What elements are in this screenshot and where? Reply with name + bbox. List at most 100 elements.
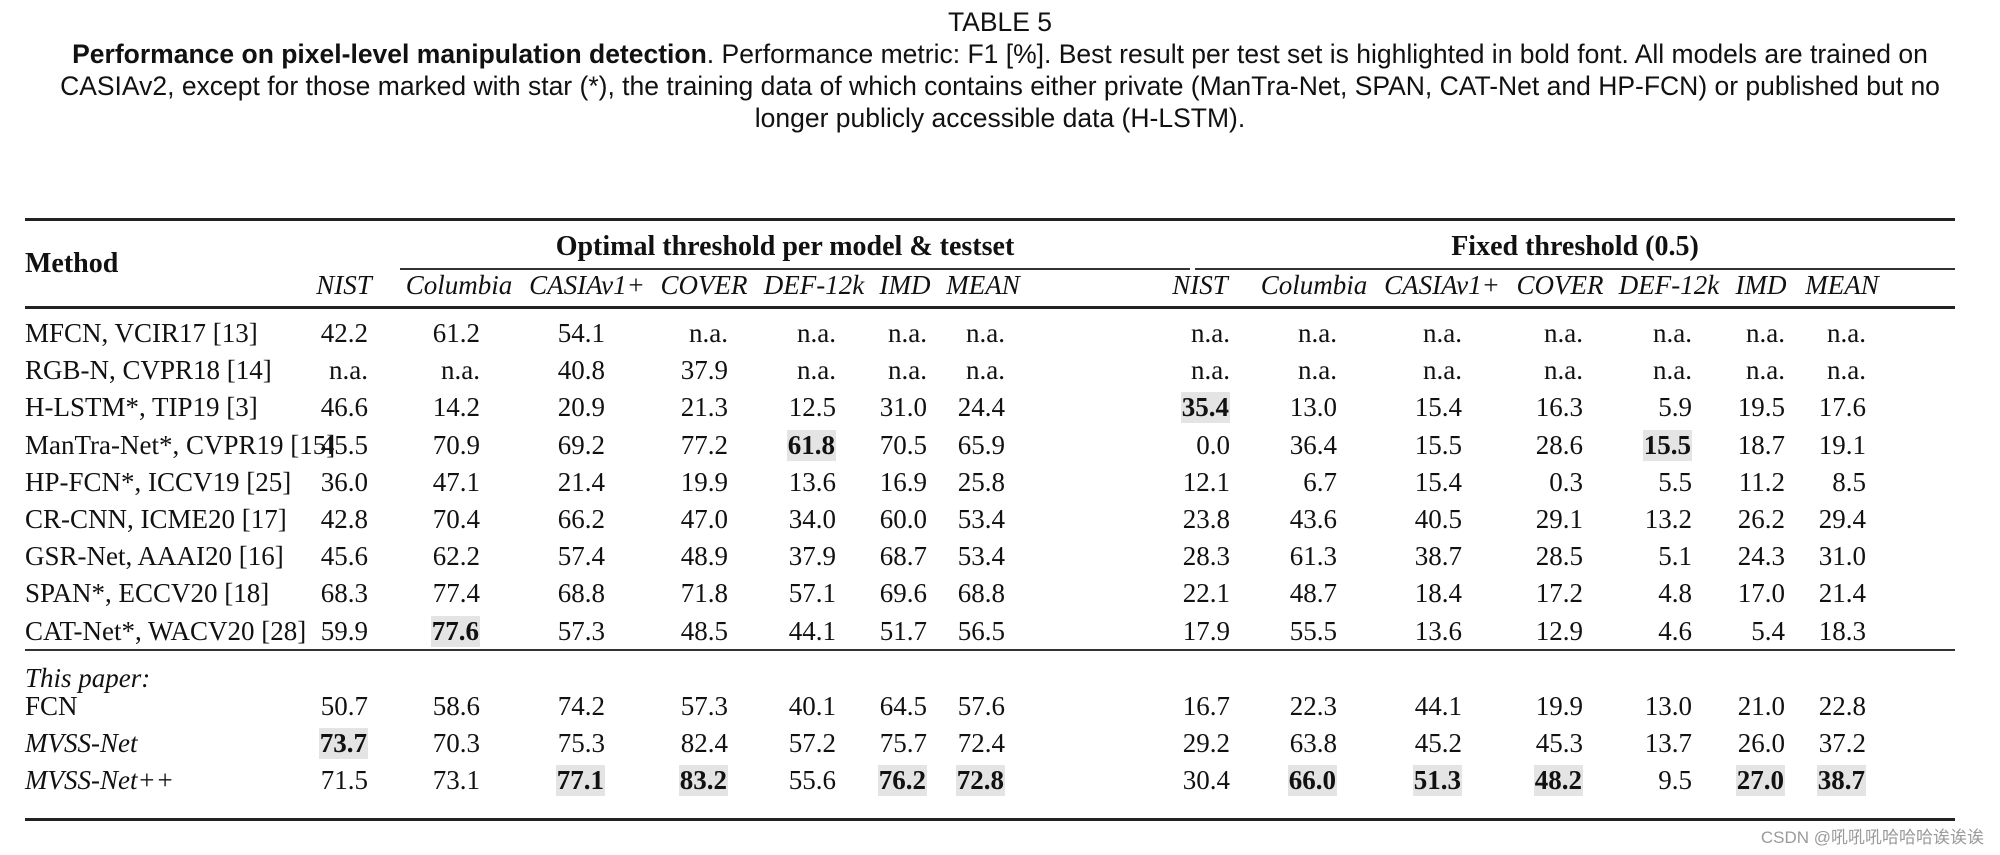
method-name: SPAN*, ECCV20 [18]	[25, 578, 270, 609]
value-cell: 54.1	[557, 318, 605, 348]
method-name: RGB-N, CVPR18 [14]	[25, 355, 272, 386]
value-cell: 48.7	[1289, 578, 1337, 609]
value-cell: 45.2	[1414, 728, 1462, 758]
value-cell: 57.3	[557, 615, 605, 646]
value-cell: 18.4	[1414, 578, 1462, 609]
value-cell: n.a.	[689, 318, 728, 348]
value-cell: 82.4	[680, 728, 728, 758]
group-rule-fixed	[1195, 268, 1955, 270]
value-cell: 12.5	[788, 392, 836, 423]
value-cell: n.a.	[1746, 355, 1785, 386]
value-cell: 48.5	[680, 615, 728, 646]
value-cell: n.a.	[1544, 318, 1583, 348]
value-cell: 59.9	[320, 615, 368, 646]
column-header-optimal-casiav1-: CASIAv1+	[529, 270, 645, 300]
value-cell: 45.3	[1535, 728, 1583, 758]
column-header-optimal-def-12k: DEF-12k	[763, 270, 865, 300]
value-cell: 21.4	[1818, 578, 1866, 609]
value-cell: n.a.	[888, 355, 927, 386]
value-cell: 36.4	[1289, 429, 1337, 460]
best-value-cell: 76.2	[877, 765, 927, 797]
best-value-cell: 77.1	[555, 765, 605, 797]
value-cell: 17.6	[1818, 392, 1866, 423]
value-cell: 72.4	[957, 728, 1005, 758]
table-label: TABLE 5	[947, 7, 1053, 37]
value-cell: 45.6	[320, 541, 368, 572]
value-cell: 5.9	[1658, 392, 1692, 423]
value-cell: 71.5	[320, 765, 368, 796]
value-cell: 51.7	[879, 615, 927, 646]
value-cell: 77.2	[680, 429, 728, 460]
value-cell: 57.3	[680, 690, 728, 721]
method-name: ManTra-Net*, CVPR19 [15]	[25, 429, 336, 460]
top-rule	[25, 218, 1955, 221]
best-value-cell: 73.7	[318, 728, 368, 759]
value-cell: 25.8	[957, 466, 1005, 497]
column-header-fixed-def-12k: DEF-12k	[1618, 270, 1720, 300]
value-cell: n.a.	[1298, 355, 1337, 386]
value-cell: 40.1	[788, 690, 836, 721]
value-cell: 46.6	[320, 392, 368, 423]
column-header-fixed-casiav1-: CASIAv1+	[1384, 270, 1500, 300]
value-cell: 13.6	[788, 466, 836, 497]
best-value-cell: 72.8	[955, 765, 1005, 797]
value-cell: 22.1	[1182, 578, 1230, 609]
value-cell: 28.5	[1535, 541, 1583, 572]
value-cell: 12.9	[1535, 615, 1583, 646]
value-cell: 17.0	[1737, 578, 1785, 609]
column-header-fixed-nist: NIST	[1172, 270, 1228, 300]
column-header-optimal-nist: NIST	[316, 270, 372, 300]
column-header-fixed-mean: MEAN	[1805, 270, 1879, 300]
value-cell: 13.0	[1644, 690, 1692, 721]
value-cell: 21.4	[557, 466, 605, 497]
value-cell: 55.5	[1289, 615, 1337, 646]
value-cell: 22.3	[1289, 690, 1337, 721]
value-cell: 70.5	[879, 429, 927, 460]
best-value-cell: 61.8	[786, 429, 836, 461]
value-cell: 57.4	[557, 541, 605, 572]
value-cell: 42.2	[320, 318, 368, 348]
value-cell: 44.1	[788, 615, 836, 646]
value-cell: 68.3	[320, 578, 368, 609]
value-cell: 64.5	[879, 690, 927, 721]
value-cell: 13.0	[1289, 392, 1337, 423]
method-header: Method	[25, 248, 119, 279]
best-value-cell: 83.2	[678, 765, 728, 797]
value-cell: 19.9	[680, 466, 728, 497]
column-header-fixed-imd: IMD	[1735, 270, 1787, 300]
value-cell: 22.8	[1818, 690, 1866, 721]
value-cell: n.a.	[1827, 355, 1866, 386]
value-cell: 0.0	[1196, 429, 1230, 460]
value-cell: 40.5	[1414, 504, 1462, 534]
value-cell: 30.4	[1182, 765, 1230, 796]
value-cell: 57.2	[788, 728, 836, 758]
value-cell: 77.4	[432, 578, 480, 609]
value-cell: 37.2	[1818, 728, 1866, 758]
value-cell: 50.7	[320, 690, 368, 721]
value-cell: 58.6	[432, 690, 480, 721]
group-header-fixed: Fixed threshold (0.5)	[1451, 231, 1699, 262]
column-header-optimal-cover: COVER	[660, 270, 748, 300]
value-cell: 13.2	[1644, 504, 1692, 534]
value-cell: 47.1	[432, 466, 480, 497]
method-name: CR-CNN, ICME20 [17]	[25, 504, 287, 534]
value-cell: 11.2	[1738, 466, 1785, 497]
value-cell: 40.8	[557, 355, 605, 386]
value-cell: 70.9	[432, 429, 480, 460]
value-cell: 38.7	[1414, 541, 1462, 572]
value-cell: 9.5	[1658, 765, 1692, 796]
value-cell: 21.3	[680, 392, 728, 423]
value-cell: 45.5	[320, 429, 368, 460]
value-cell: 16.7	[1182, 690, 1230, 721]
value-cell: 53.4	[957, 504, 1005, 534]
column-header-optimal-mean: MEAN	[946, 270, 1020, 300]
value-cell: 23.8	[1182, 504, 1230, 534]
value-cell: 69.6	[879, 578, 927, 609]
value-cell: 65.9	[957, 429, 1005, 460]
group-header-optimal: Optimal threshold per model & testset	[555, 231, 1015, 262]
value-cell: n.a.	[888, 318, 927, 348]
value-cell: 70.3	[432, 728, 480, 758]
value-cell: 31.0	[879, 392, 927, 423]
value-cell: n.a.	[1544, 355, 1583, 386]
value-cell: n.a.	[1827, 318, 1866, 348]
